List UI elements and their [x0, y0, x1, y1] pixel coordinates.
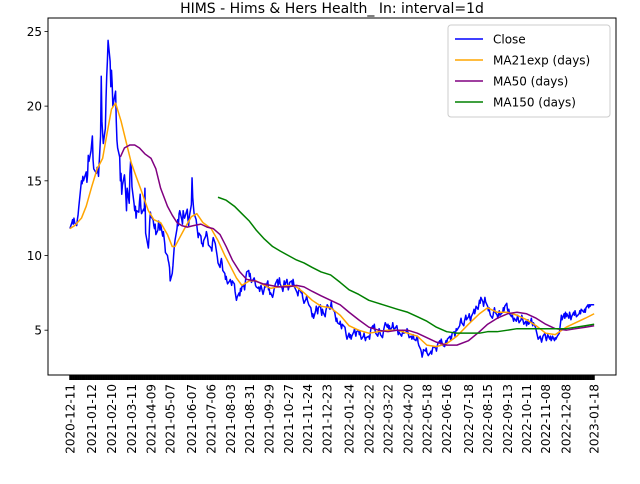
y-tick-label: 5 [34, 324, 42, 338]
series-layer [69, 39, 595, 358]
x-tick-label: 2022-11-08 [539, 384, 553, 454]
x-tick-label: 2021-09-29 [263, 384, 277, 454]
y-tick-label: 15 [27, 174, 42, 188]
series-line-0 [69, 39, 595, 358]
x-tick-label: 2022-07-18 [462, 384, 476, 454]
x-axis: 2020-12-11 2021-01-12 2021-02-10 2021-03-11… [63, 375, 602, 454]
y-axis: 5 10 15 20 25 [27, 25, 48, 338]
chart-title: HIMS - Hims & Hers Health_ In: interval=… [180, 1, 484, 17]
x-tick-label: 2020-12-11 [63, 384, 77, 454]
legend-box [447, 24, 611, 118]
x-tick-label: 2021-08-31 [243, 384, 257, 454]
x-tick-label: 2023-01-18 [588, 384, 602, 454]
x-tick-label: 2021-11-24 [301, 384, 315, 454]
x-tick-label: 2021-02-10 [105, 384, 119, 454]
legend-label: MA150 (days) [493, 96, 576, 110]
legend: Close MA21exp (days) MA50 (days) MA150 (day… [447, 24, 611, 118]
x-tick-label: 2022-03-22 [381, 384, 395, 454]
x-tick-label: 2022-01-24 [343, 384, 357, 454]
x-tick-label: 2022-04-20 [401, 384, 415, 454]
legend-label: MA21exp (days) [493, 54, 590, 68]
x-tick-label: 2021-12-23 [321, 384, 335, 454]
x-tick-label: 2022-12-08 [560, 384, 574, 454]
x-tick-label: 2021-07-06 [205, 384, 219, 454]
plot-frame [47, 17, 617, 376]
x-tick-label: 2021-10-27 [282, 384, 296, 454]
x-tick-label: 2022-08-15 [481, 384, 495, 454]
legend-label: MA50 (days) [493, 75, 568, 89]
x-tick-label: 2022-02-22 [362, 384, 376, 454]
x-tick-label: 2022-06-16 [440, 384, 454, 454]
x-tick-label: 2022-10-11 [520, 384, 534, 454]
x-tick-label: 2021-04-09 [145, 384, 159, 454]
x-tick-label: 2022-09-13 [501, 384, 515, 454]
x-tick-label: 2021-06-07 [185, 384, 199, 454]
x-tick-label: 2021-01-12 [85, 384, 99, 454]
x-tick-label: 2021-08-03 [224, 384, 238, 454]
series-line-1 [69, 102, 595, 348]
series-line-3 [217, 196, 595, 334]
y-tick-label: 10 [27, 249, 42, 263]
legend-label: Close [493, 33, 526, 47]
series-line-2 [119, 144, 595, 346]
y-tick-label: 25 [27, 25, 42, 39]
x-tick-label: 2022-05-18 [420, 384, 434, 454]
y-tick-label: 20 [27, 100, 42, 114]
x-tick-label: 2021-03-11 [125, 384, 139, 454]
x-tick-label: 2021-05-07 [164, 384, 178, 454]
